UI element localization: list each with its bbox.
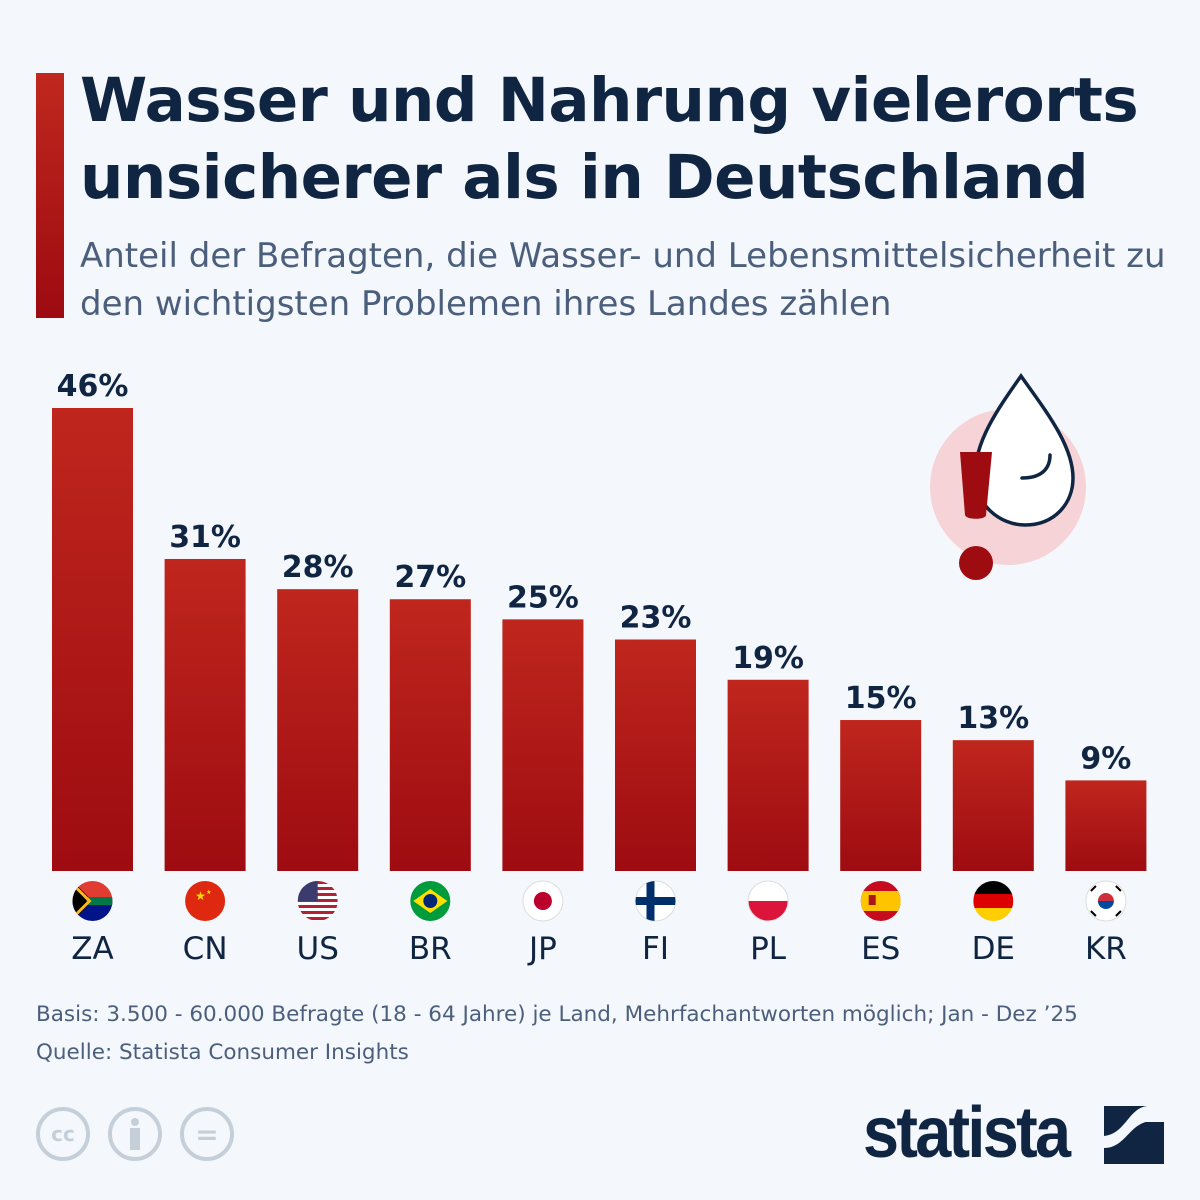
- data-label: 27%: [394, 560, 466, 595]
- x-tick-label: JP: [527, 931, 557, 967]
- svg-text:★: ★: [195, 889, 206, 903]
- south-korea-flag-icon: [1085, 880, 1127, 922]
- china-flag-icon: ★ ★: [185, 881, 226, 921]
- bar-cn: [164, 558, 246, 871]
- statista-logo[interactable]: statista: [863, 1093, 1071, 1173]
- data-label: 13%: [957, 701, 1029, 736]
- x-tick-label: ES: [861, 931, 900, 967]
- japan-flag-icon: [522, 880, 564, 922]
- bar-fi: [615, 639, 696, 871]
- bar-es: [840, 720, 922, 871]
- data-label: 28%: [282, 550, 354, 585]
- data-label: 23%: [620, 601, 692, 636]
- svg-text:★: ★: [206, 889, 211, 896]
- data-label: 19%: [732, 641, 804, 676]
- spain-flag-icon: [860, 881, 901, 921]
- bar-de: [952, 740, 1034, 871]
- x-tick-label: BR: [409, 931, 452, 967]
- germany-flag-icon: [973, 881, 1014, 921]
- no-derivatives-icon[interactable]: =: [180, 1107, 234, 1161]
- attribution-icon[interactable]: [108, 1107, 162, 1161]
- brazil-flag-icon: [410, 881, 451, 921]
- x-tick-label: US: [297, 931, 339, 967]
- bar-chart: 46% ZA 31% ★ ★ CN 28% US 27% BR 25% JP 23% FI 19% PL 15%…: [52, 369, 1147, 967]
- data-label: 31%: [169, 520, 241, 555]
- cc-license-icon[interactable]: cc: [36, 1107, 90, 1161]
- bar-kr: [1065, 780, 1147, 871]
- x-tick-label: PL: [750, 931, 787, 967]
- water-drop-warning-icon: [930, 372, 1086, 580]
- basis-note: Basis: 3.500 - 60.000 Befragte (18 - 64 …: [36, 1002, 1078, 1027]
- bar-us: [277, 589, 359, 871]
- statista-logo-mark: [1104, 1106, 1164, 1164]
- chart-subtitle: Anteil der Befragten, die Wasser- und Le…: [80, 236, 1166, 324]
- bar-jp: [502, 619, 584, 871]
- south-africa-flag-icon: [72, 881, 113, 921]
- x-tick-label: KR: [1085, 931, 1127, 967]
- x-tick-label: ZA: [71, 931, 113, 967]
- x-tick-label: FI: [642, 931, 669, 967]
- usa-flag-icon: [297, 881, 338, 921]
- poland-flag-icon: [747, 880, 789, 922]
- title-accent-bar: [36, 73, 64, 318]
- data-label: 25%: [507, 580, 579, 615]
- bar-pl: [727, 679, 809, 871]
- x-tick-label: DE: [972, 931, 1015, 967]
- chart-title: Wasser und Nahrung vielerorts unsicherer…: [80, 65, 1139, 213]
- data-label: 46%: [57, 369, 129, 404]
- source-note: Quelle: Statista Consumer Insights: [36, 1040, 409, 1065]
- finland-flag-icon: [635, 880, 676, 922]
- data-label: 15%: [845, 681, 917, 716]
- x-tick-label: CN: [183, 931, 228, 967]
- bar-za: [52, 408, 133, 871]
- bar-br: [389, 599, 471, 871]
- data-label: 9%: [1080, 741, 1131, 776]
